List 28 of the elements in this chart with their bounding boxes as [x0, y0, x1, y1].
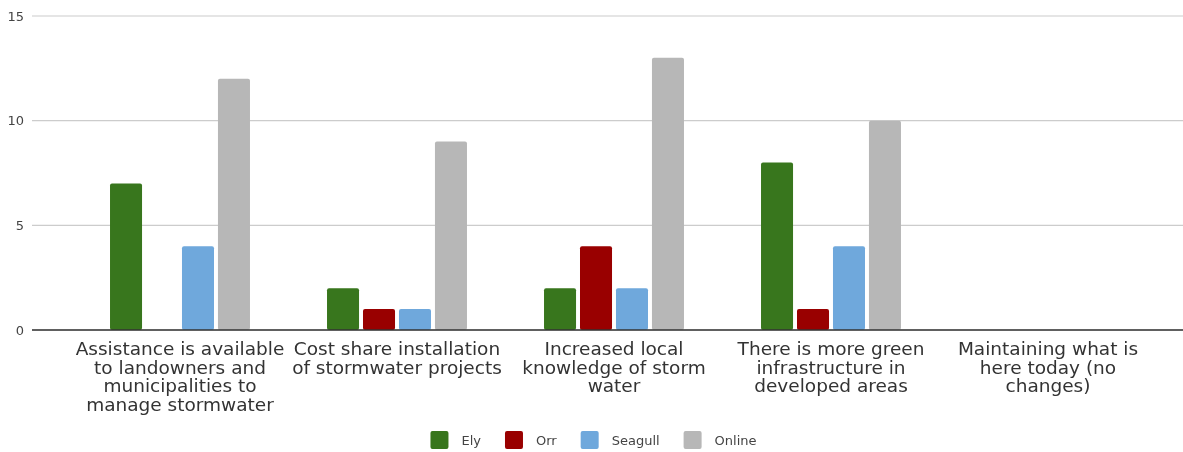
legend-label: Online — [714, 432, 757, 448]
x-tick-label: There is more green infrastructure in developed areas — [736, 338, 925, 397]
bar — [868, 120, 901, 330]
bar — [110, 183, 143, 330]
bar — [181, 246, 214, 330]
bar — [651, 57, 684, 330]
bar — [615, 288, 648, 330]
y-tick-label: 5 — [15, 217, 24, 233]
x-tick-label: Increased local knowledge of storm water — [522, 338, 706, 397]
x-tick-label: Maintaining what is here today (no changes) — [957, 338, 1139, 397]
x-tick-label: Cost share installation of stormwater projects — [292, 338, 502, 378]
bar — [327, 288, 360, 330]
legend-label: Orr — [535, 432, 558, 448]
bar — [832, 246, 865, 330]
bar — [217, 78, 250, 330]
bar — [580, 246, 613, 330]
x-tick-label: Assistance is available to landowners and municipalities to manage stormwater — [75, 338, 285, 416]
bar — [398, 309, 431, 330]
bar — [544, 288, 577, 330]
y-tick-label: 15 — [7, 8, 24, 24]
legend-label: Seagull — [611, 432, 660, 448]
bar — [434, 141, 467, 330]
y-tick-label: 0 — [15, 322, 24, 338]
bar — [363, 309, 396, 330]
legend-label: Ely — [461, 432, 482, 448]
bar — [797, 309, 830, 330]
y-tick-label: 10 — [7, 113, 24, 129]
bar — [761, 162, 794, 330]
